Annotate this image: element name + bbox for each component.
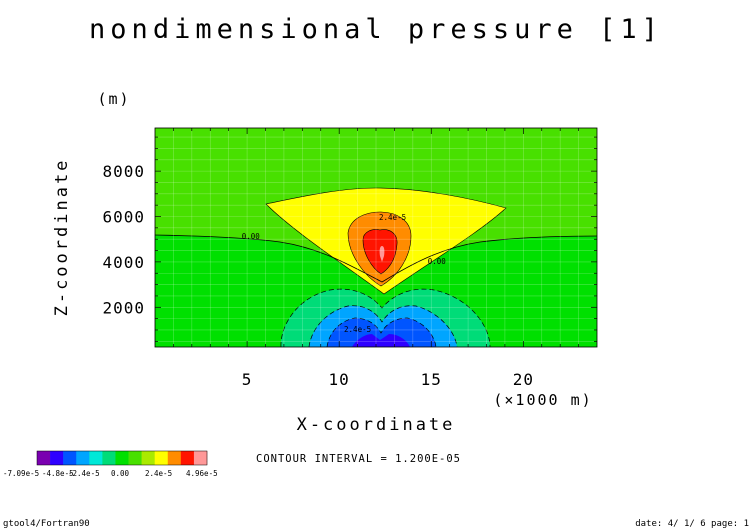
x-unit-label: (×1000 m) bbox=[493, 391, 592, 409]
x-tick-label: 20 bbox=[513, 370, 534, 389]
colorbar bbox=[36, 450, 208, 466]
colorbar-swatch bbox=[37, 451, 51, 465]
y-tick-label: 8000 bbox=[102, 162, 145, 181]
contour-labels: 0.00 0.00 2.4e-5 2.4e-5 bbox=[242, 213, 447, 334]
colorbar-swatch bbox=[180, 451, 195, 465]
contour-interval-text: CONTOUR INTERVAL = 1.200E-05 bbox=[256, 453, 461, 465]
footer-right-text: date: 4/ 1/ 6 page: 1 bbox=[635, 519, 749, 529]
colorbar-swatch bbox=[167, 451, 182, 465]
contour-positive-line-1 bbox=[265, 187, 507, 295]
colorbar-label: -4.8e-5 bbox=[42, 469, 74, 478]
contour-zero-line bbox=[155, 234, 597, 283]
contour-label: 2.4e-5 bbox=[379, 213, 406, 222]
colorbar-label: -2.4e-5 bbox=[68, 469, 100, 478]
colorbar-swatch bbox=[193, 451, 208, 465]
axis-ticks bbox=[155, 128, 597, 347]
colorbar-swatch bbox=[141, 451, 155, 465]
contour-positive-line-2 bbox=[347, 211, 412, 287]
region-lower-background bbox=[155, 235, 597, 347]
x-tick-labels: 5 10 15 20 bbox=[242, 370, 534, 389]
colorbar-swatch bbox=[154, 451, 169, 465]
colorbar-swatch bbox=[89, 451, 103, 465]
colorbar-label: 2.4e-5 bbox=[145, 469, 172, 478]
contour-label: 0.00 bbox=[242, 232, 261, 241]
colorbar-swatch bbox=[76, 451, 90, 465]
colorbar-swatch bbox=[102, 451, 116, 465]
contour-negative-line-1 bbox=[280, 288, 491, 347]
y-axis-label: Z-coordinate bbox=[52, 158, 72, 317]
x-tick-label: 15 bbox=[421, 370, 442, 389]
plot-area: 0.00 0.00 2.4e-5 2.4e-5 bbox=[155, 128, 597, 347]
colorbar-label: -7.09e-5 bbox=[3, 469, 39, 478]
y-tick-labels: 2000 4000 6000 8000 bbox=[102, 162, 145, 317]
contour-label: 0.00 bbox=[428, 257, 447, 266]
y-tick-label: 2000 bbox=[102, 298, 145, 317]
colorbar-swatch bbox=[50, 451, 64, 465]
colorbar-frame bbox=[36, 450, 208, 466]
x-tick-label: 10 bbox=[329, 370, 350, 389]
x-axis-label: X-coordinate bbox=[297, 415, 456, 435]
colorbar-swatch bbox=[115, 451, 129, 465]
y-tick-label: 4000 bbox=[102, 253, 145, 272]
colorbar-swatch bbox=[128, 451, 142, 465]
contour-label: 2.4e-5 bbox=[344, 325, 371, 334]
y-unit-label: (m) bbox=[97, 90, 130, 108]
y-tick-label: 6000 bbox=[102, 208, 145, 227]
chart-title: nondimensional pressure [1] bbox=[89, 14, 663, 45]
region-pink-maximum bbox=[379, 246, 385, 262]
colorbar-labels: -7.09e-5 -4.8e-5-2.4e-5 0.00 2.4e-5 4.96e-5 bbox=[3, 469, 218, 478]
region-darkblue-minimum bbox=[352, 334, 410, 347]
contour-positive-line-3 bbox=[362, 229, 398, 275]
colorbar-label: 4.96e-5 bbox=[186, 469, 218, 478]
footer-left-text: gtool4/Fortran90 bbox=[3, 519, 90, 529]
colorbar-swatch bbox=[63, 451, 77, 465]
colorbar-label: 0.00 bbox=[111, 469, 130, 478]
x-tick-label: 5 bbox=[242, 370, 253, 389]
contour-negative-line-2 bbox=[308, 305, 458, 347]
contour-negative-line-3 bbox=[326, 317, 437, 347]
